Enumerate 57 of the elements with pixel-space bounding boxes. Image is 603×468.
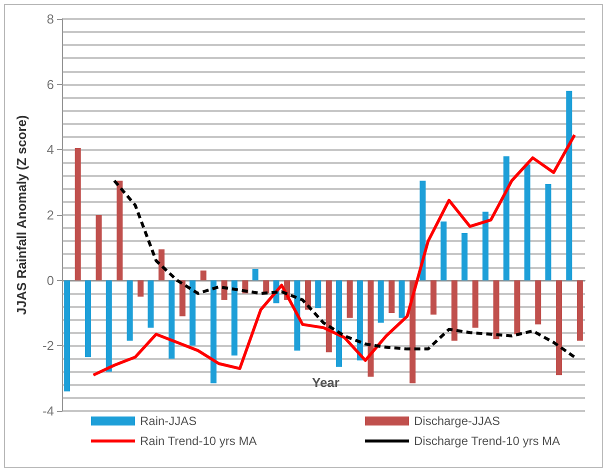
bar	[158, 249, 165, 280]
bar	[545, 184, 552, 280]
bar	[368, 280, 374, 377]
bar	[430, 280, 436, 315]
bar	[566, 90, 572, 280]
bar	[356, 280, 363, 360]
y-tick-label: 8	[46, 12, 54, 26]
line-series	[112, 179, 576, 359]
bar	[440, 222, 447, 280]
bar	[398, 280, 405, 318]
y-tick-label: 4	[46, 142, 54, 158]
bar	[252, 268, 258, 280]
x-axis-title: Year	[312, 375, 340, 390]
bar	[200, 270, 206, 280]
bar	[148, 280, 154, 328]
bar	[378, 280, 384, 323]
bar	[138, 280, 144, 297]
bar	[84, 280, 91, 358]
bar	[168, 280, 175, 359]
bar	[315, 280, 322, 308]
bar	[556, 280, 562, 376]
bar	[482, 212, 488, 280]
bar	[346, 280, 353, 318]
bar	[493, 280, 500, 340]
bar	[336, 280, 342, 367]
bar	[210, 280, 216, 384]
bar	[116, 180, 123, 280]
y-tick-label: 6	[46, 76, 54, 92]
legend-label: Discharge Trend-10 yrs MA	[414, 434, 560, 448]
legend-label: Rain-JJAS	[140, 414, 197, 428]
bar	[503, 156, 510, 280]
bar	[462, 232, 468, 280]
bar	[514, 280, 520, 334]
y-tick-label: -4	[42, 404, 54, 418]
bar	[179, 280, 186, 316]
bar	[472, 280, 478, 328]
bar	[64, 280, 70, 392]
bar	[388, 280, 395, 313]
y-tick-label: -2	[42, 338, 54, 354]
bar	[190, 280, 196, 346]
legend-label: Rain Trend-10 yrs MA	[140, 434, 257, 448]
bar	[451, 280, 458, 341]
bar	[74, 148, 81, 280]
y-axis-title: JJAS Rainfall Anomaly (Z score)	[14, 115, 29, 315]
bar	[126, 280, 133, 341]
y-tick-label: 0	[46, 272, 54, 288]
bar	[524, 164, 530, 280]
legend-label: Discharge-JJAS	[414, 414, 500, 428]
y-tick-label: 2	[46, 208, 54, 222]
bar	[304, 280, 311, 310]
bar	[326, 280, 332, 352]
bar	[231, 280, 238, 356]
bar	[576, 280, 583, 341]
line-series	[92, 133, 576, 377]
bar	[106, 280, 112, 372]
bar	[535, 280, 542, 324]
bar	[96, 215, 102, 280]
